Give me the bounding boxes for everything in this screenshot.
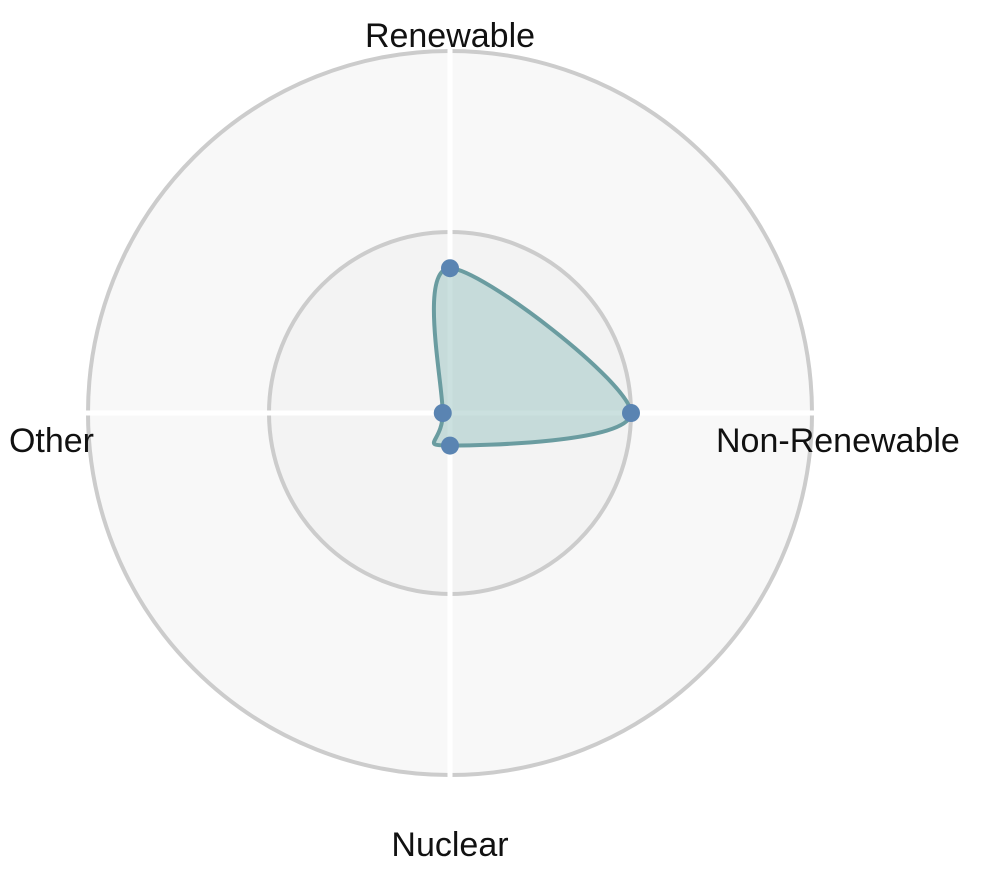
data-point-non-renewable (622, 404, 640, 422)
series-area-0 (431, 266, 633, 448)
data-point-renewable (441, 259, 459, 278)
axis-label-nuclear: Nuclear (391, 826, 508, 864)
axis-label-renewable: Renewable (365, 17, 535, 55)
data-point-other (433, 404, 452, 422)
radar-series (431, 259, 640, 455)
axis-label-non-renewable: Non-Renewable (716, 422, 960, 460)
data-point-nuclear (441, 436, 459, 455)
axis-label-other: Other (9, 422, 94, 460)
axis-labels: Renewable Non-Renewable Nuclear Other (9, 17, 960, 864)
